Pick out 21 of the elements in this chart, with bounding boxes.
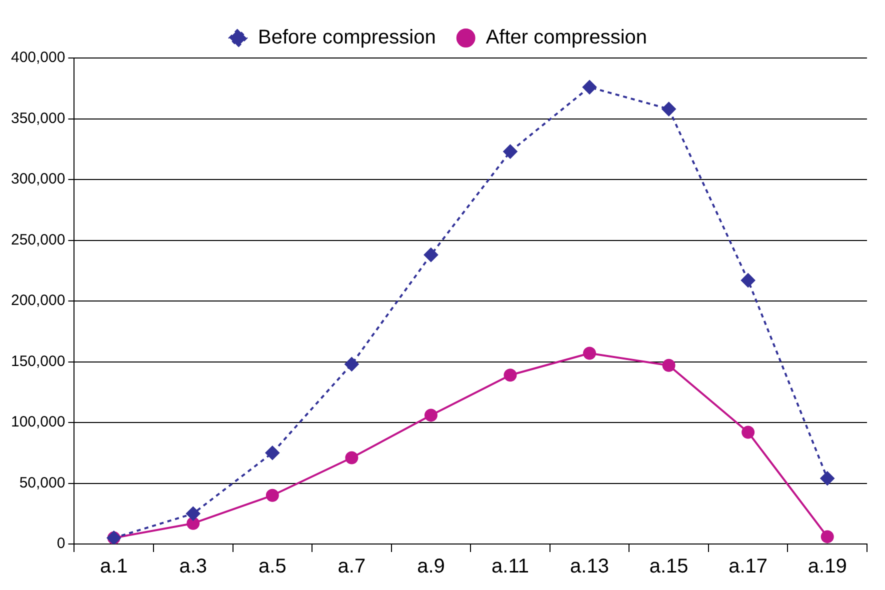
- x-tick-label: a.5: [258, 556, 286, 578]
- y-tick-label: 50,000: [19, 474, 66, 492]
- x-tick-label: a.13: [570, 556, 609, 578]
- y-tick-label: 400,000: [10, 49, 66, 66]
- x-tick-label: a.17: [728, 556, 768, 578]
- legend-label: After compression: [486, 26, 648, 49]
- y-tick-label: 250,000: [10, 231, 66, 248]
- x-tick-label: a.9: [417, 556, 445, 578]
- x-tick-label: a.19: [808, 556, 847, 578]
- y-tick-label: 200,000: [10, 292, 66, 310]
- x-tick-label: a.15: [649, 556, 688, 578]
- legend-label: Before compression: [258, 26, 436, 49]
- x-tick-label: a.1: [100, 556, 128, 578]
- y-tick-label: 300,000: [10, 170, 66, 188]
- y-tick-label: 150,000: [10, 352, 66, 370]
- y-tick-label: 350,000: [10, 110, 66, 127]
- x-tick-label: a.3: [179, 556, 208, 578]
- x-tick-label: a.7: [338, 556, 366, 578]
- x-tick-label: a.11: [492, 556, 529, 578]
- y-tick-label: 100,000: [10, 414, 66, 431]
- y-tick-label: 0: [56, 535, 66, 552]
